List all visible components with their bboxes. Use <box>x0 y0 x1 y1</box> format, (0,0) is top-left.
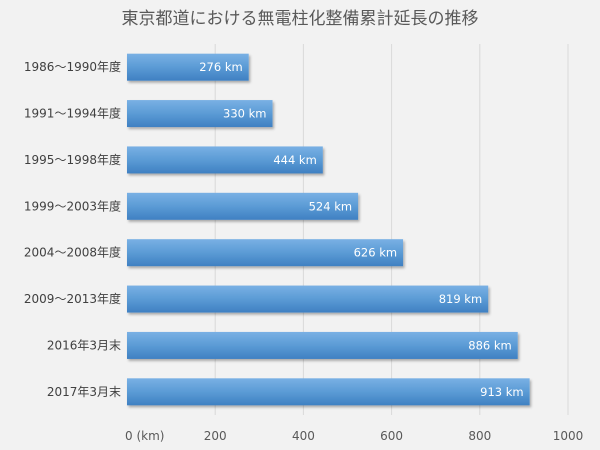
category-label: 1999～2003年度 <box>24 198 121 213</box>
category-label: 1995～1998年度 <box>24 152 121 167</box>
bar <box>127 378 530 406</box>
category-label: 2016年3月末 <box>47 338 121 352</box>
data-label: 886 km <box>468 338 511 352</box>
category-label: 1991～1994年度 <box>24 106 121 121</box>
bar <box>127 146 323 174</box>
data-label: 626 km <box>354 246 397 260</box>
x-tick-label: 1000 <box>553 429 584 443</box>
bar <box>127 285 489 313</box>
category-label: 2009～2013年度 <box>24 291 121 306</box>
data-label: 276 km <box>199 60 242 74</box>
data-label: 330 km <box>223 107 266 121</box>
x-tick-label: 800 <box>468 429 491 443</box>
x-tick-label: 200 <box>204 429 227 443</box>
bar <box>127 192 359 220</box>
x-tick-label: 0 (km) <box>125 429 164 443</box>
bar <box>127 239 404 267</box>
bar <box>127 100 273 128</box>
category-label: 2004～2008年度 <box>24 245 121 260</box>
bar <box>127 331 518 359</box>
chart-title: 東京都道における無電柱化整備累計延長の推移 <box>122 9 479 29</box>
data-label: 524 km <box>309 199 352 213</box>
data-label: 444 km <box>273 153 316 167</box>
data-label: 913 km <box>480 385 523 399</box>
x-tick-label: 400 <box>292 429 315 443</box>
bar <box>127 53 249 81</box>
x-tick-label: 600 <box>380 429 403 443</box>
data-label: 819 km <box>439 292 482 306</box>
category-label: 1986～1990年度 <box>24 59 121 74</box>
category-label: 2017年3月末 <box>47 385 121 399</box>
